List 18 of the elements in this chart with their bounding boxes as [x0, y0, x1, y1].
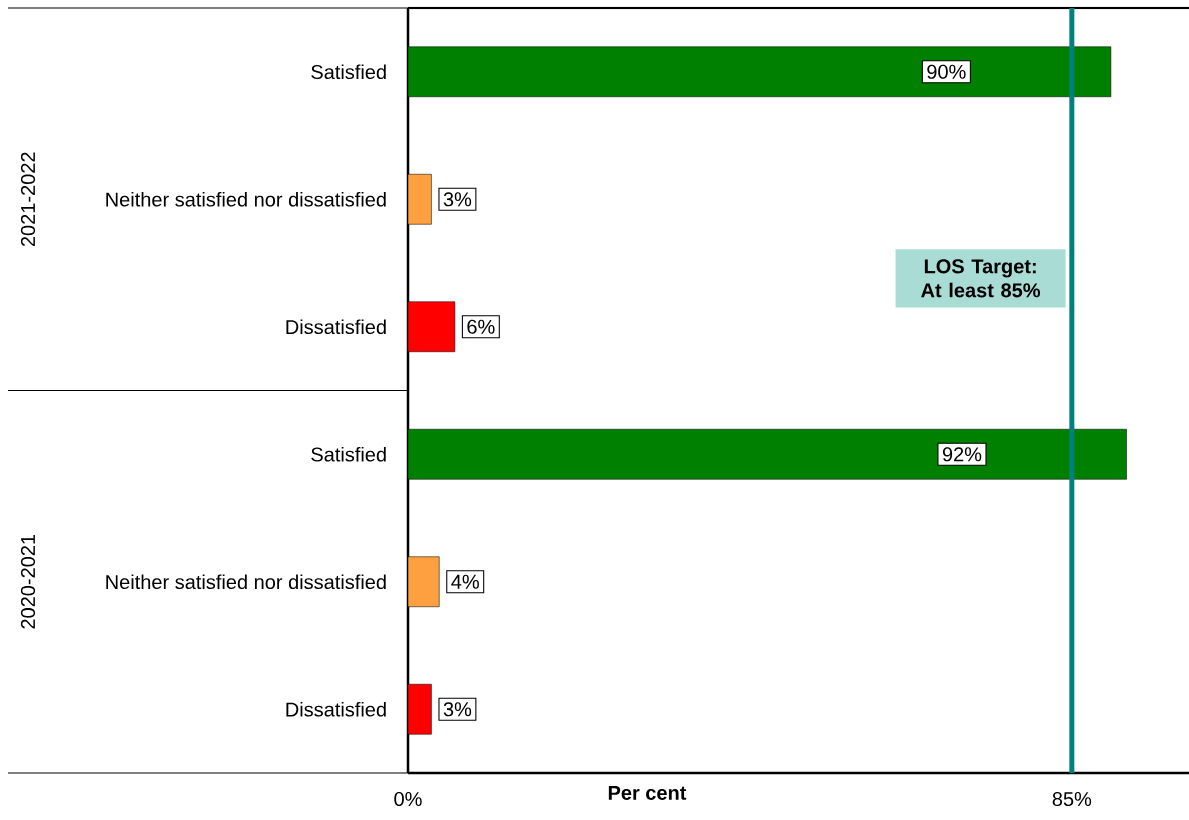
ref-line-label: LOS Target: At least 85%: [921, 259, 1041, 298]
text: 2020-2021: [20, 534, 36, 629]
data-label: 3%: [443, 702, 472, 717]
x-tick-label: 85%: [1052, 791, 1092, 807]
x-tick-label: 0%: [394, 791, 422, 807]
y-tick-label: Dissatisfied: [286, 319, 386, 335]
data-label: 92%: [942, 447, 982, 462]
y-tick-label: Neither satisfied nor dissatisfied: [106, 574, 386, 590]
y-tick-label: Satisfied: [311, 64, 386, 80]
x-axis-title: Per cent: [608, 785, 687, 800]
data-label: 4%: [451, 574, 479, 589]
text: 2021-2022: [20, 152, 36, 247]
data-label: 6%: [467, 319, 495, 334]
y-tick-label: Satisfied: [311, 446, 386, 462]
data-label: 90%: [927, 64, 966, 79]
data-label: 3%: [443, 192, 472, 207]
y-tick-label: Dissatisfied: [286, 701, 386, 717]
y-tick-label: Neither satisfied nor dissatisfied: [106, 191, 386, 207]
